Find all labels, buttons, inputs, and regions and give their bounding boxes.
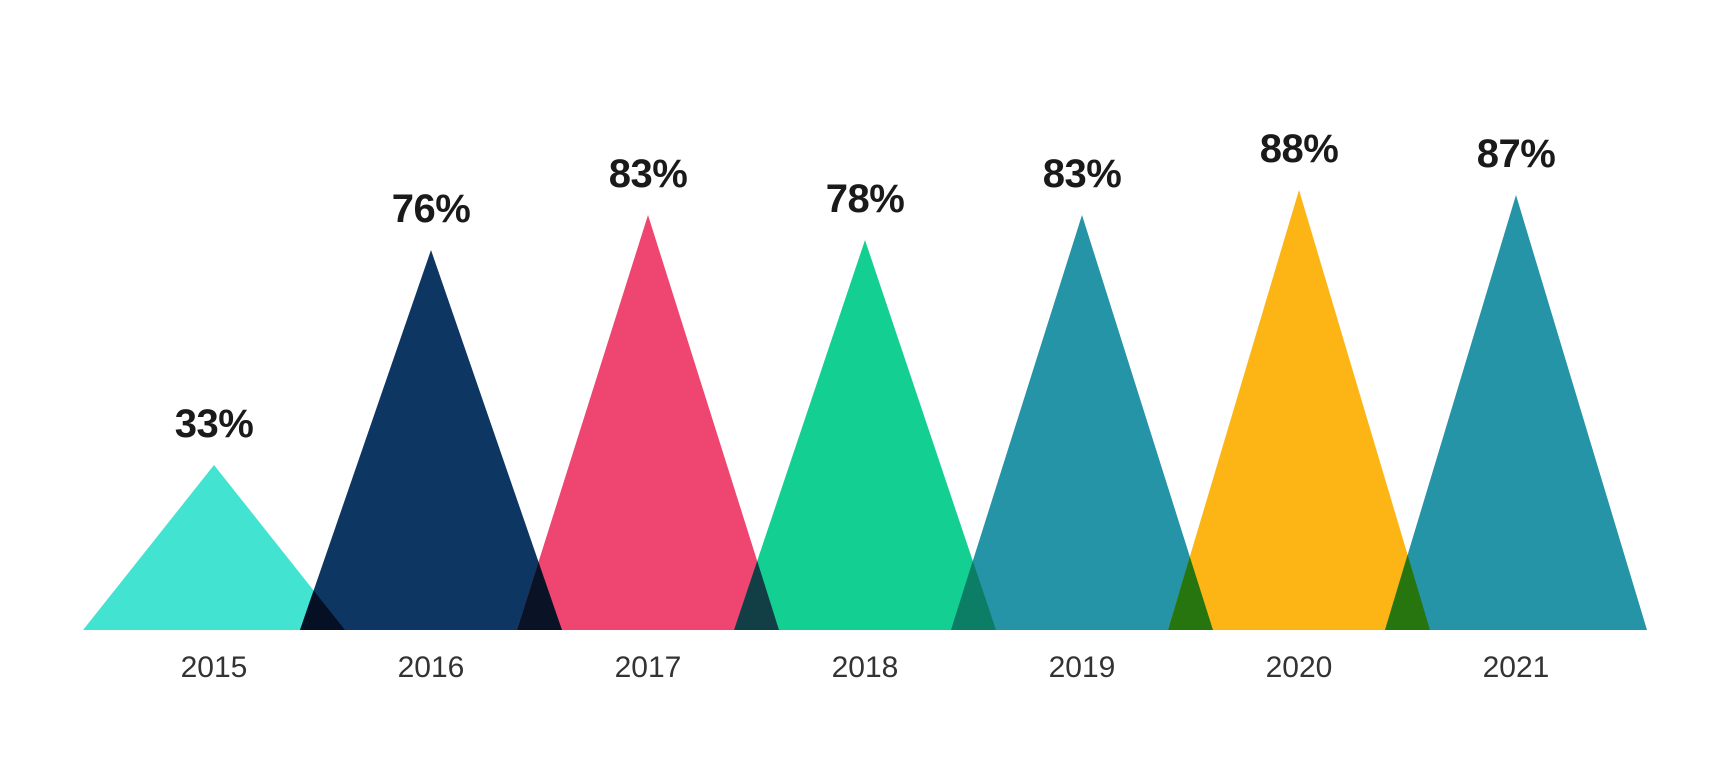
triangle-2019 [951,215,1213,630]
year-label-2015: 2015 [181,651,248,684]
value-label-2021: 87% [1477,132,1556,176]
overlap-2018-2019 [951,560,996,630]
value-label-2018: 78% [826,177,905,221]
triangle-2015 [83,465,345,630]
triangle-2017 [517,215,779,630]
value-label-2017: 83% [609,152,688,196]
triangle-2020 [1168,190,1430,630]
overlap-2017-2018 [734,560,779,630]
year-label-2018: 2018 [832,651,899,684]
triangle-2016 [300,250,562,630]
year-label-2021: 2021 [1483,651,1550,684]
value-label-2015: 33% [175,402,254,446]
overlap-2019-2020 [1168,556,1213,630]
value-label-2019: 83% [1043,152,1122,196]
year-label-2017: 2017 [615,651,682,684]
overlap-2020-2021 [1385,554,1430,630]
value-label-2020: 88% [1260,127,1339,171]
overlap-2016-2017 [517,561,562,630]
year-label-2019: 2019 [1049,651,1116,684]
triangle-2021 [1385,195,1647,630]
overlap-2015-2016 [300,590,345,630]
triangle-2018 [734,240,996,630]
year-label-2016: 2016 [398,651,465,684]
year-label-2020: 2020 [1266,651,1333,684]
value-label-2016: 76% [392,187,471,231]
